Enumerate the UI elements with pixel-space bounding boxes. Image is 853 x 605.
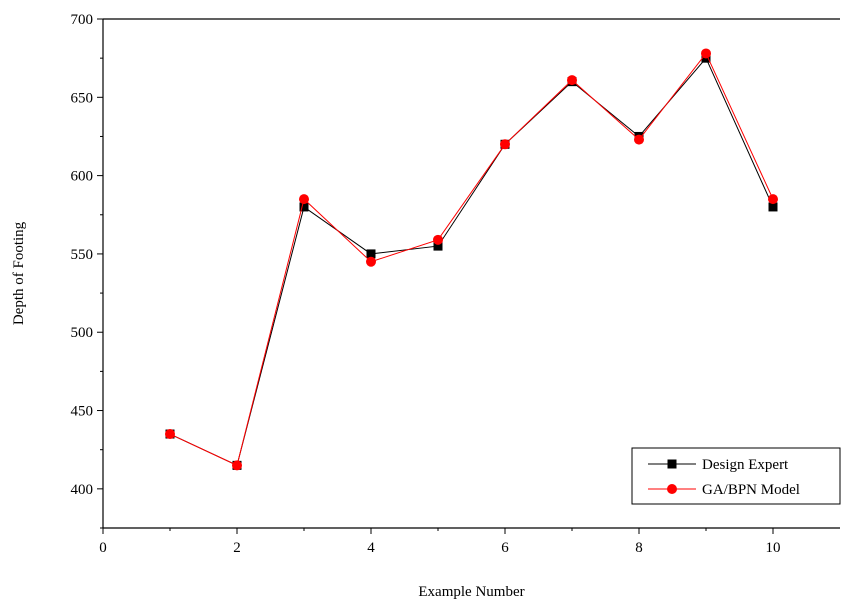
series-0 xyxy=(165,53,778,470)
data-point xyxy=(567,75,577,86)
y-tick-label: 600 xyxy=(71,169,94,185)
data-point xyxy=(232,460,242,471)
x-axis-ticks: 0 2 4 6 8 10 xyxy=(99,528,781,556)
y-axis-ticks: 400 450 500 550 600 650 700 xyxy=(71,12,103,529)
data-point xyxy=(433,234,443,245)
series-layer xyxy=(165,48,778,471)
data-point xyxy=(366,249,376,259)
data-point xyxy=(299,202,309,212)
series-1 xyxy=(165,48,778,471)
y-tick-label: 650 xyxy=(71,90,94,106)
data-point xyxy=(500,139,510,150)
data-point xyxy=(701,48,711,59)
y-axis-label: Depth of Footing xyxy=(11,221,27,325)
plot-area xyxy=(102,18,840,529)
legend-label-ga-bpn-model: GA/BPN Model xyxy=(702,482,800,498)
y-tick-label: 500 xyxy=(71,325,94,341)
y-tick-label: 400 xyxy=(71,482,94,498)
y-tick-label: 450 xyxy=(71,404,94,420)
data-point xyxy=(299,194,309,205)
x-tick-label: 0 xyxy=(99,540,107,556)
data-point xyxy=(634,134,644,145)
x-tick-label: 2 xyxy=(233,540,241,556)
legend-marker-design-expert xyxy=(667,459,677,469)
data-point xyxy=(165,429,175,440)
data-point xyxy=(768,194,778,205)
series-line xyxy=(169,57,774,467)
series-line xyxy=(169,52,774,467)
legend-item-ga-bpn-model: GA/BPN Model xyxy=(648,482,800,498)
data-point xyxy=(433,241,443,251)
legend-label-design-expert: Design Expert xyxy=(702,457,789,473)
y-tick-label: 550 xyxy=(71,247,94,263)
x-tick-label: 4 xyxy=(367,540,375,556)
legend-box xyxy=(631,447,841,505)
legend-item-design-expert: Design Expert xyxy=(648,457,789,473)
x-tick-label: 8 xyxy=(635,540,643,556)
data-point xyxy=(768,202,778,212)
x-axis-label: Example Number xyxy=(418,584,524,600)
x-tick-label: 6 xyxy=(501,540,509,556)
legend-marker-ga-bpn-model xyxy=(667,484,677,494)
legend: Design Expert GA/BPN Model xyxy=(631,447,841,505)
x-tick-label: 10 xyxy=(766,540,781,556)
y-tick-label: 700 xyxy=(71,12,94,28)
data-point xyxy=(366,256,376,267)
